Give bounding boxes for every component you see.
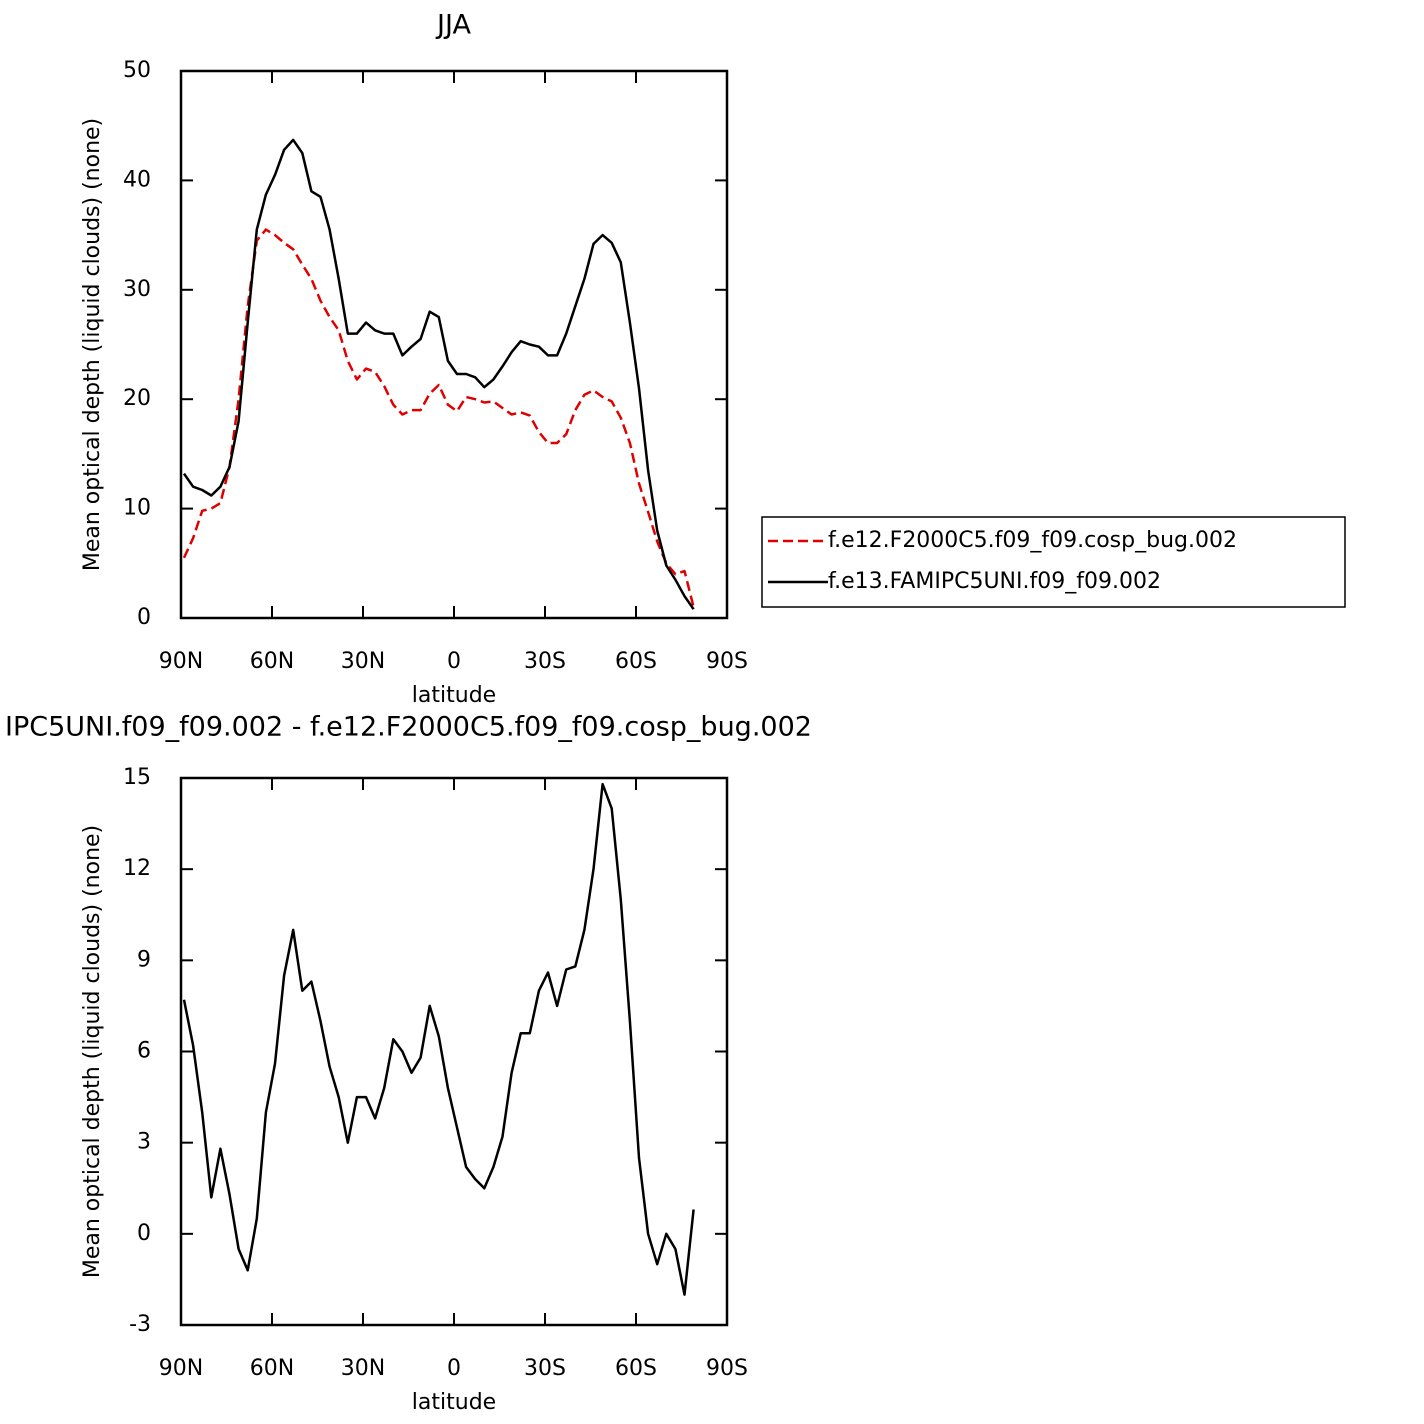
x-tick-label: 0: [447, 649, 461, 674]
x-tick-label: 30N: [341, 649, 385, 674]
y-tick-label: 9: [137, 947, 151, 972]
plot-frame: [179, 776, 729, 1327]
x-tick-label: 90S: [706, 649, 748, 674]
x-tick-label: 60S: [615, 649, 657, 674]
y-tick-label: -3: [129, 1312, 151, 1337]
legend-box: [761, 516, 1346, 608]
y-axis-label: Mean optical depth (liquid clouds) (none…: [80, 118, 105, 571]
x-tick-label: 60N: [250, 649, 294, 674]
y-tick-label: 20: [123, 386, 151, 411]
legend-label: f.e13.FAMIPC5UNI.f09_f09.002: [828, 569, 1161, 594]
data-line: [182, 228, 695, 608]
legend-label: f.e12.F2000C5.f09_f09.cosp_bug.002: [828, 528, 1237, 553]
plot-frame: [179, 69, 729, 620]
y-tick-label: 3: [137, 1130, 151, 1155]
y-tick-label: 50: [123, 58, 151, 83]
x-axis-label: latitude: [412, 683, 496, 708]
data-line: [182, 782, 695, 1296]
x-tick-label: 30N: [341, 1356, 385, 1381]
x-tick-label: 90N: [159, 649, 203, 674]
y-tick-label: 0: [137, 605, 151, 630]
x-tick-label: 90N: [159, 1356, 203, 1381]
y-tick-label: 12: [123, 856, 151, 881]
x-tick-label: 60N: [250, 1356, 294, 1381]
x-axis-label: latitude: [412, 1390, 496, 1415]
y-tick-label: 15: [123, 765, 151, 790]
x-tick-label: 90S: [706, 1356, 748, 1381]
y-tick-label: 6: [137, 1039, 151, 1064]
data-line: [182, 138, 695, 610]
x-tick-label: 30S: [524, 1356, 566, 1381]
x-tick-label: 30S: [524, 649, 566, 674]
x-tick-label: 60S: [615, 1356, 657, 1381]
y-tick-label: 0: [137, 1221, 151, 1246]
chart-title: IPC5UNI.f09_f09.002 - f.e12.F2000C5.f09_…: [5, 712, 812, 743]
chart-title: JJA: [435, 10, 471, 41]
x-tick-label: 0: [447, 1356, 461, 1381]
y-tick-label: 40: [123, 167, 151, 192]
y-tick-label: 30: [123, 277, 151, 302]
y-axis-label: Mean optical depth (liquid clouds) (none…: [80, 825, 105, 1278]
y-tick-label: 10: [123, 496, 151, 521]
